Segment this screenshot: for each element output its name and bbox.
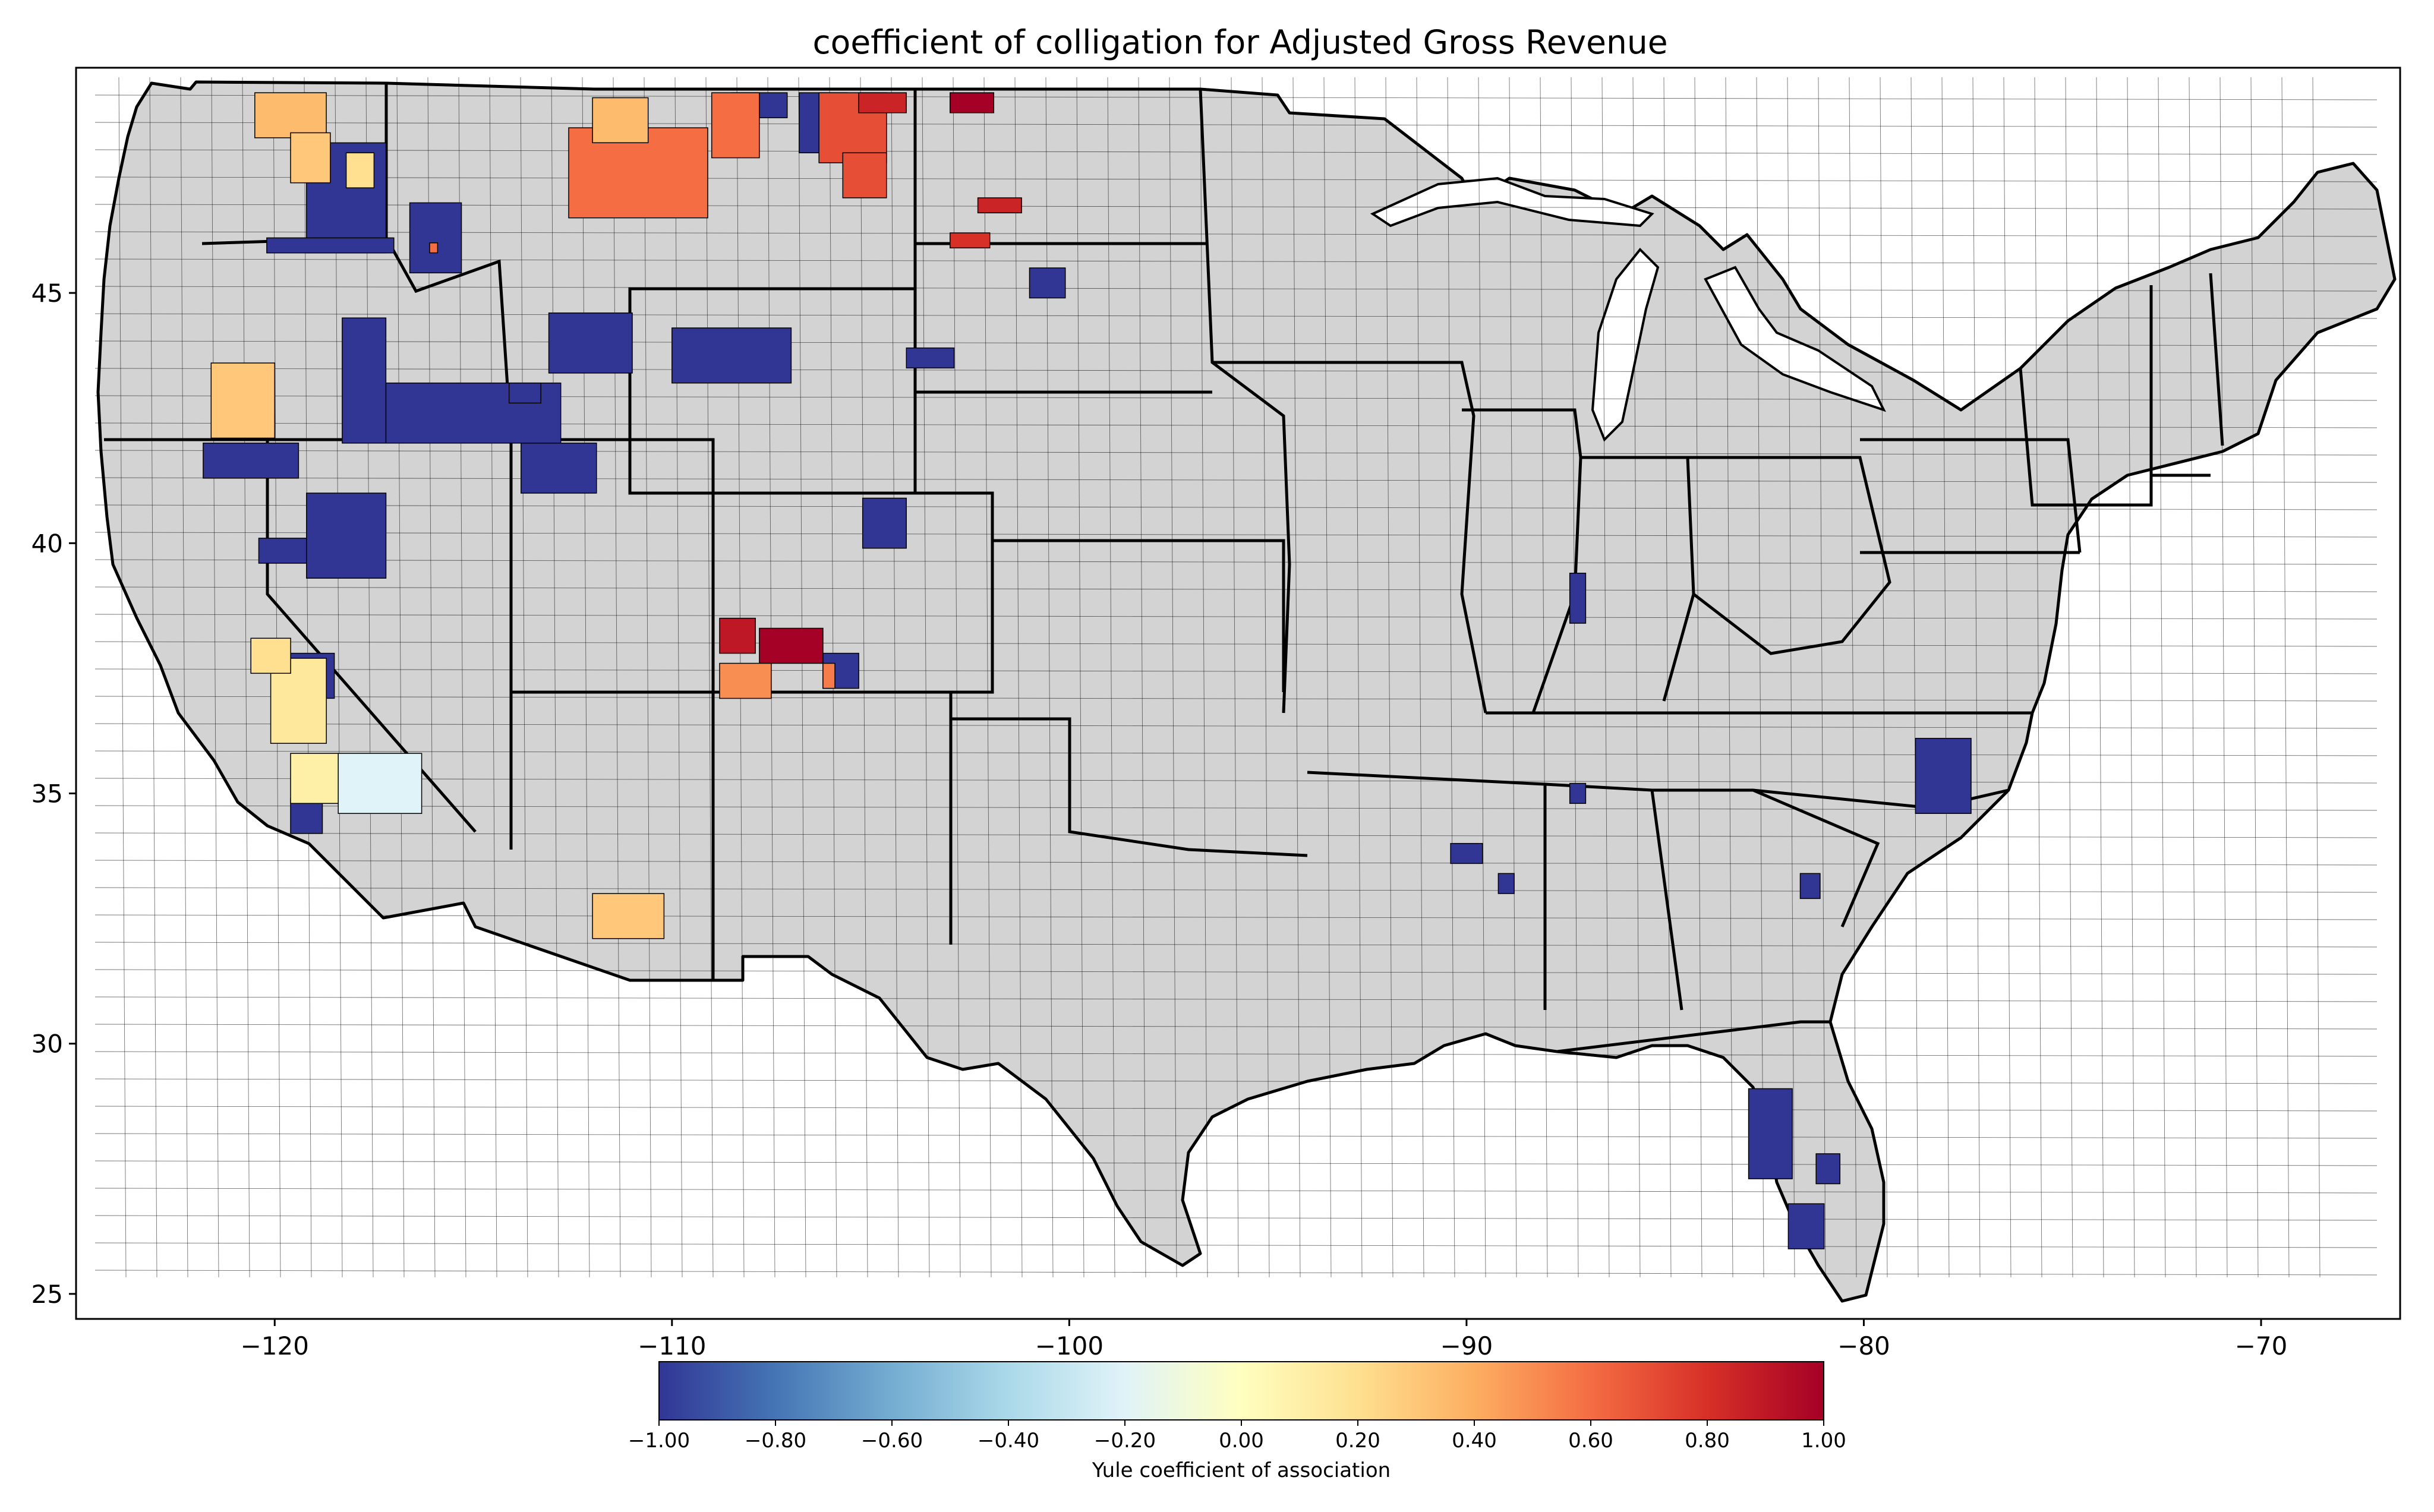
y-tick-label: 45 xyxy=(31,279,63,308)
county-region-18 xyxy=(862,497,907,549)
county-region-37 xyxy=(977,197,1022,214)
data-regions xyxy=(203,92,1972,1249)
colorbar-ticks: −1.00 −0.80 −0.60 −0.40 −0.20 0.00 0.20 0.40 0.6… xyxy=(628,1420,1846,1453)
lake-superior xyxy=(1370,176,1654,228)
county-region-49 xyxy=(290,753,339,804)
county-region-30 xyxy=(1815,1153,1841,1185)
y-tick-label: 35 xyxy=(31,779,63,808)
county-region-10 xyxy=(508,382,541,404)
colorbar-tick-label: −0.40 xyxy=(978,1429,1039,1453)
county-region-32 xyxy=(711,92,760,159)
county-region-46 xyxy=(210,362,276,439)
colorbar-tick-label: 0.80 xyxy=(1685,1429,1730,1453)
county-region-29 xyxy=(1787,1203,1825,1249)
county-region-21 xyxy=(1029,267,1066,299)
county-region-5 xyxy=(290,798,323,834)
county-region-36 xyxy=(950,92,995,113)
county-region-48 xyxy=(250,637,291,674)
x-tick-label: −100 xyxy=(1035,1331,1104,1361)
county-region-6 xyxy=(342,317,387,444)
colorbar-tick-label: 0.20 xyxy=(1335,1429,1380,1453)
colorbar-tick-label: −0.80 xyxy=(745,1429,806,1453)
county-region-25 xyxy=(1497,873,1515,894)
colorbar-label: Yule coefficient of association xyxy=(1092,1459,1391,1482)
county-region-28 xyxy=(1748,1088,1793,1179)
colorbar-tick-label: 0.00 xyxy=(1219,1429,1264,1453)
colorbar-tick-label: 0.60 xyxy=(1568,1429,1613,1453)
county-region-14 xyxy=(671,327,792,384)
map-title: coefficient of colligation for Adjusted … xyxy=(812,23,1667,61)
county-region-43 xyxy=(592,97,649,144)
x-tick-label: −120 xyxy=(241,1331,309,1361)
county-boundaries xyxy=(94,77,2378,1278)
county-region-1 xyxy=(203,443,299,479)
y-tick-label: 30 xyxy=(31,1030,63,1059)
county-region-38 xyxy=(950,232,991,249)
colorbar-tick-label: 1.00 xyxy=(1801,1429,1846,1453)
x-tick-label: −90 xyxy=(1440,1331,1493,1361)
county-region-26 xyxy=(1915,738,1972,814)
county-region-52 xyxy=(345,152,375,188)
county-region-40 xyxy=(759,627,824,664)
county-region-3 xyxy=(306,493,387,579)
x-tick-label: −80 xyxy=(1837,1331,1890,1361)
county-region-44 xyxy=(254,92,327,138)
y-axis: 25 30 35 40 45 xyxy=(31,279,76,1309)
county-region-45 xyxy=(290,132,331,184)
x-tick-label: −70 xyxy=(2235,1331,2288,1361)
y-tick-label: 40 xyxy=(31,529,63,558)
county-region-11 xyxy=(409,202,462,274)
county-region-8 xyxy=(521,443,597,494)
x-tick-label: −110 xyxy=(638,1331,706,1361)
county-region-22 xyxy=(1569,573,1587,624)
county-region-42 xyxy=(822,662,835,689)
county-region-9 xyxy=(548,312,633,374)
colorbar-tick-label: −0.20 xyxy=(1094,1429,1156,1453)
colorbar-tick-label: −0.60 xyxy=(861,1429,923,1453)
county-region-50 xyxy=(338,753,423,814)
county-region-27 xyxy=(1799,873,1821,899)
x-axis: −120 −110 −100 −90 −80 −70 xyxy=(241,1319,2288,1361)
county-region-35 xyxy=(858,92,907,113)
lake-michigan xyxy=(1591,248,1660,442)
county-region-23 xyxy=(1569,782,1587,804)
county-region-41 xyxy=(719,662,772,699)
colorbar xyxy=(658,1361,1824,1421)
county-region-24 xyxy=(1450,842,1483,864)
y-tick-label: 25 xyxy=(31,1280,63,1309)
county-region-53 xyxy=(429,242,439,254)
county-region-51 xyxy=(592,893,665,939)
colorbar-tick-label: −1.00 xyxy=(628,1429,690,1453)
county-region-39 xyxy=(719,617,756,654)
lake-huron-erie xyxy=(1704,266,1886,412)
county-region-20 xyxy=(906,347,955,369)
county-region-13 xyxy=(266,237,395,254)
county-region-34 xyxy=(842,152,887,198)
colorbar-tick-label: 0.40 xyxy=(1452,1429,1497,1453)
